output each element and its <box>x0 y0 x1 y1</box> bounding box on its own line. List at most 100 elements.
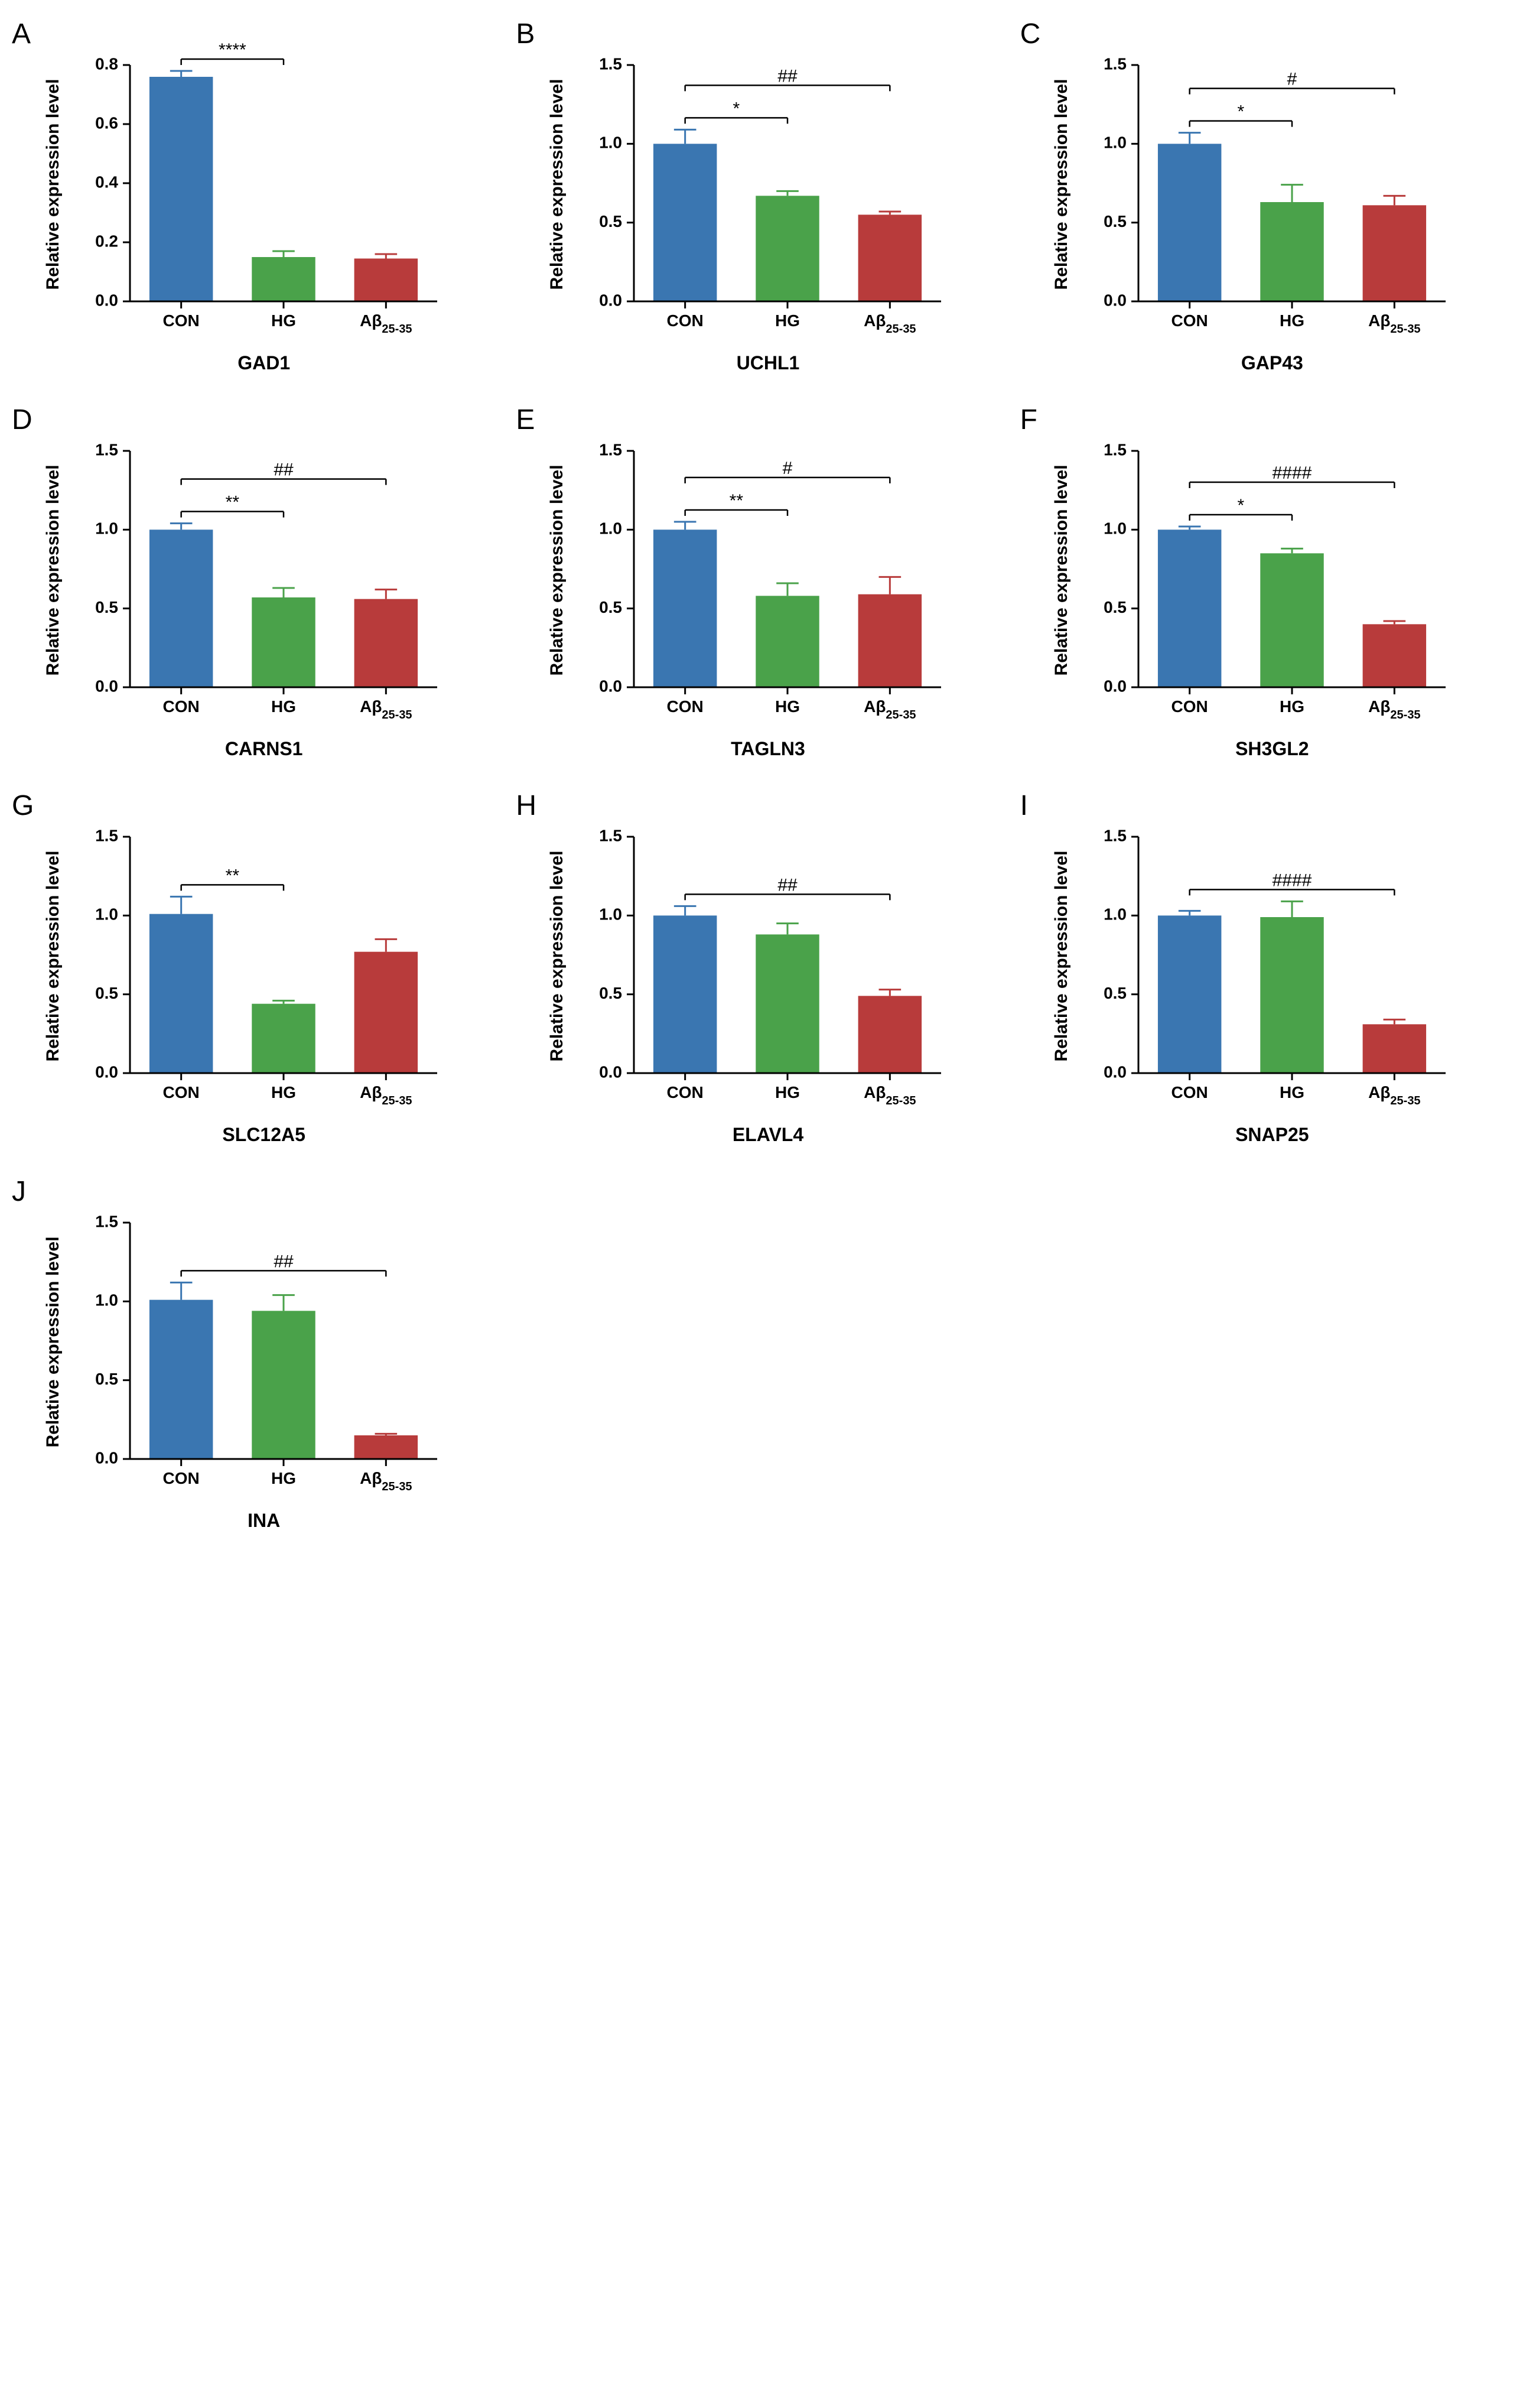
panel-letter: C <box>1020 18 1041 50</box>
bar-chart-svg: 0.00.20.40.60.8CONHGAβ25-35****#### <box>47 41 461 349</box>
bar-HG <box>1260 917 1323 1073</box>
chart-wrap: 0.00.51.01.5CONHGAβ25-35*#### <box>1032 410 1512 735</box>
panel-E: ERelative expression level0.00.51.01.5CO… <box>528 410 1008 760</box>
panel-letter: I <box>1020 789 1028 822</box>
svg-text:1.5: 1.5 <box>599 54 622 73</box>
svg-text:0.5: 0.5 <box>599 984 622 1002</box>
bar-CON <box>149 529 213 687</box>
bar-Aβ <box>354 952 418 1073</box>
svg-text:1.5: 1.5 <box>599 440 622 459</box>
svg-text:0.4: 0.4 <box>95 173 118 191</box>
bar-Aβ <box>858 594 922 687</box>
gene-name: GAP43 <box>1032 352 1512 374</box>
bar-chart-svg: 0.00.51.01.5CONHGAβ25-35#### <box>1056 813 1469 1120</box>
svg-text:HG: HG <box>775 697 800 716</box>
bar-Aβ <box>1362 624 1426 687</box>
svg-text:0.5: 0.5 <box>95 1370 118 1388</box>
panel-letter: A <box>12 18 31 50</box>
gene-name: GAD1 <box>24 352 504 374</box>
bar-chart-svg: 0.00.51.01.5CONHGAβ25-35*## <box>551 41 965 349</box>
panel-letter: F <box>1020 404 1037 436</box>
svg-text:0.0: 0.0 <box>599 677 622 695</box>
svg-text:CON: CON <box>1171 1083 1208 1101</box>
gene-name: ELAVL4 <box>528 1124 1008 1146</box>
panel-F: FRelative expression level0.00.51.01.5CO… <box>1032 410 1512 760</box>
svg-text:0.5: 0.5 <box>1104 984 1127 1002</box>
svg-text:*: * <box>1237 102 1244 122</box>
bar-CON <box>1158 144 1221 301</box>
bar-CON <box>149 914 213 1073</box>
chart-wrap: 0.00.20.40.60.8CONHGAβ25-35****#### <box>24 24 504 349</box>
bar-Aβ <box>858 996 922 1073</box>
svg-text:1.0: 1.0 <box>1104 905 1127 924</box>
svg-text:Aβ25-35: Aβ25-35 <box>1368 697 1420 722</box>
chart-wrap: 0.00.51.01.5CONHGAβ25-35#### <box>1032 795 1512 1120</box>
gene-name: TAGLN3 <box>528 738 1008 760</box>
bar-HG <box>252 1311 315 1459</box>
svg-text:1.5: 1.5 <box>1104 54 1127 73</box>
bar-chart-svg: 0.00.51.01.5CONHGAβ25-35*# <box>1056 41 1469 349</box>
bar-CON <box>653 144 717 301</box>
svg-text:0.5: 0.5 <box>599 598 622 616</box>
svg-text:Aβ25-35: Aβ25-35 <box>360 697 412 722</box>
svg-text:HG: HG <box>1280 311 1304 330</box>
svg-text:##: ## <box>778 875 798 895</box>
svg-text:**: ** <box>226 493 240 512</box>
svg-text:0.0: 0.0 <box>1104 291 1127 309</box>
svg-text:0.0: 0.0 <box>95 1062 118 1081</box>
bar-Aβ <box>354 259 418 302</box>
svg-text:Aβ25-35: Aβ25-35 <box>1368 1083 1420 1107</box>
svg-text:CON: CON <box>163 1083 200 1101</box>
svg-text:1.0: 1.0 <box>599 134 622 152</box>
svg-text:Aβ25-35: Aβ25-35 <box>864 311 916 336</box>
bar-CON <box>149 1300 213 1459</box>
y-axis-label: Relative expression level <box>43 850 63 1062</box>
svg-text:1.5: 1.5 <box>95 1212 118 1230</box>
bar-HG <box>756 196 819 301</box>
bar-HG <box>252 597 315 687</box>
svg-text:Aβ25-35: Aβ25-35 <box>864 1083 916 1107</box>
chart-wrap: 0.00.51.01.5CONHGAβ25-35** <box>24 795 504 1120</box>
svg-text:0.0: 0.0 <box>1104 1062 1127 1081</box>
panel-G: GRelative expression level0.00.51.01.5CO… <box>24 795 504 1146</box>
chart-wrap: 0.00.51.01.5CONHGAβ25-35*# <box>1032 24 1512 349</box>
svg-text:HG: HG <box>271 1469 296 1487</box>
svg-text:1.0: 1.0 <box>1104 519 1127 538</box>
gene-name: SH3GL2 <box>1032 738 1512 760</box>
svg-text:CON: CON <box>163 697 200 716</box>
gene-name: UCHL1 <box>528 352 1008 374</box>
svg-text:1.5: 1.5 <box>95 826 118 844</box>
svg-text:****: **** <box>219 41 246 60</box>
svg-text:HG: HG <box>271 697 296 716</box>
bar-Aβ <box>1362 1024 1426 1073</box>
svg-text:*: * <box>1237 496 1244 515</box>
svg-text:HG: HG <box>271 1083 296 1101</box>
svg-text:CON: CON <box>667 1083 704 1101</box>
svg-text:CON: CON <box>163 1469 200 1487</box>
svg-text:Aβ25-35: Aβ25-35 <box>360 311 412 336</box>
svg-text:1.5: 1.5 <box>1104 440 1127 459</box>
svg-text:0.5: 0.5 <box>1104 212 1127 230</box>
panel-letter: E <box>516 404 535 436</box>
svg-text:#: # <box>783 459 793 478</box>
svg-text:0.0: 0.0 <box>95 1448 118 1467</box>
svg-text:1.0: 1.0 <box>599 905 622 924</box>
bar-HG <box>1260 202 1323 301</box>
svg-text:CON: CON <box>1171 311 1208 330</box>
bar-HG <box>252 1004 315 1073</box>
svg-text:0.0: 0.0 <box>95 677 118 695</box>
panel-H: HRelative expression level0.00.51.01.5CO… <box>528 795 1008 1146</box>
panel-B: BRelative expression level0.00.51.01.5CO… <box>528 24 1008 374</box>
y-axis-label: Relative expression level <box>43 78 63 291</box>
chart-wrap: 0.00.51.01.5CONHGAβ25-35## <box>528 795 1008 1120</box>
svg-text:**: ** <box>730 491 744 511</box>
panel-letter: H <box>516 789 536 822</box>
svg-text:0.2: 0.2 <box>95 232 118 250</box>
svg-text:1.5: 1.5 <box>95 440 118 459</box>
gene-name: SNAP25 <box>1032 1124 1512 1146</box>
bar-chart-svg: 0.00.51.01.5CONHGAβ25-35**# <box>551 427 965 735</box>
svg-text:##: ## <box>778 66 798 86</box>
bar-chart-svg: 0.00.51.01.5CONHGAβ25-35## <box>551 813 965 1120</box>
gene-name: CARNS1 <box>24 738 504 760</box>
chart-wrap: 0.00.51.01.5CONHGAβ25-35**## <box>24 410 504 735</box>
